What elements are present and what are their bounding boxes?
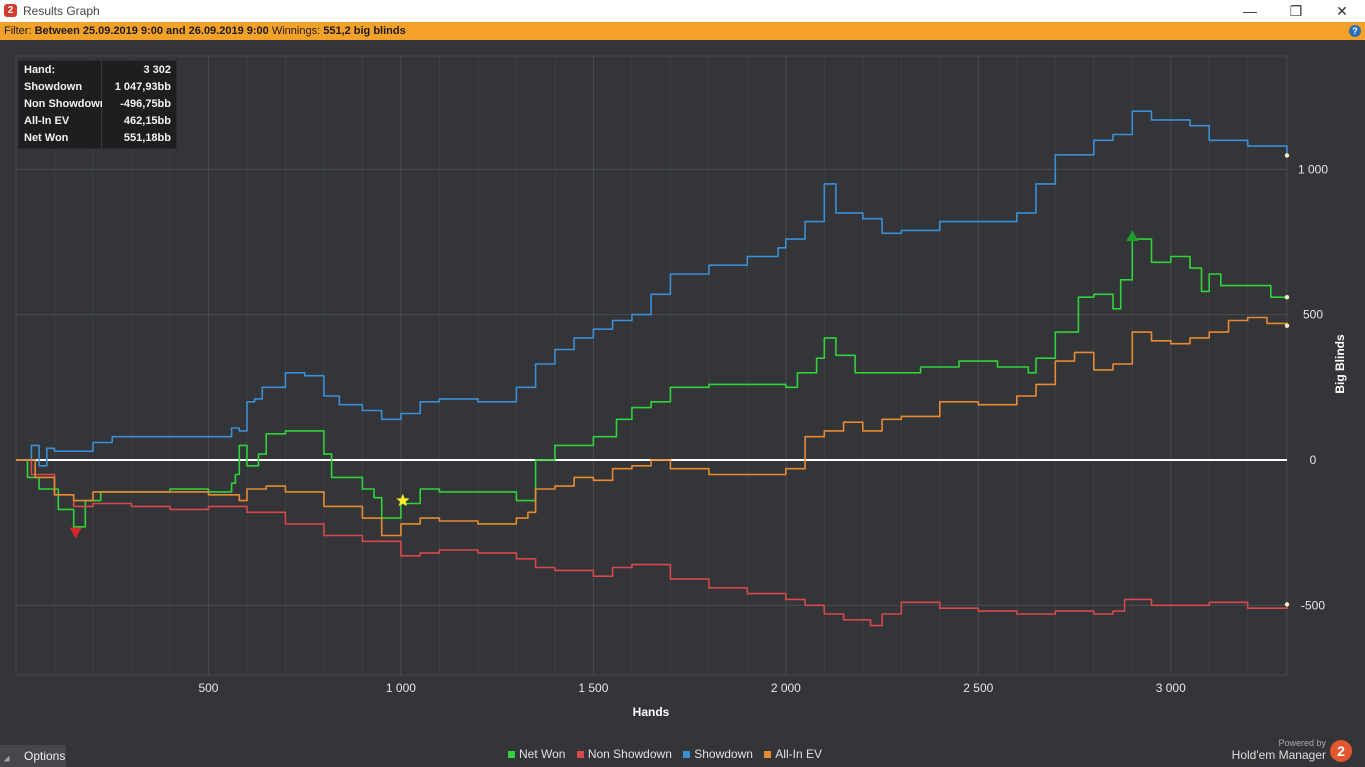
series-line-non-showdown: [16, 459, 1288, 627]
stats-row: Hand: 3 302: [19, 62, 176, 79]
star-marker: [396, 493, 410, 507]
stats-row: Non Showdown -496,75bb: [19, 96, 176, 113]
title-bar: 2 Results Graph — ❐ ✕: [0, 0, 1365, 22]
legend-item-showdown[interactable]: Showdown: [683, 747, 753, 761]
x-tick-label: 1 000: [386, 681, 416, 695]
stats-row: Net Won 551,18bb: [19, 130, 176, 147]
legend-item-all-in-ev[interactable]: All-In EV: [764, 747, 822, 761]
x-tick-label: 2 000: [771, 681, 801, 695]
stats-divider: [101, 61, 102, 148]
series-end-point: [1284, 153, 1290, 158]
stats-row: All-In EV 462,15bb: [19, 113, 176, 130]
legend-label: Net Won: [519, 747, 566, 761]
y-tick-label: 500: [1303, 308, 1323, 322]
expand-arrow-icon: [3, 755, 13, 765]
minimize-button[interactable]: —: [1243, 3, 1257, 19]
legend-swatch: [764, 751, 772, 759]
stats-label: Net Won: [24, 132, 69, 144]
filter-label: Filter:: [4, 25, 32, 37]
options-button[interactable]: Options: [0, 745, 66, 767]
options-label: Options: [24, 749, 66, 763]
filter-value: Between 25.09.2019 9:00 and 26.09.2019 9…: [34, 25, 269, 37]
legend-label: Showdown: [694, 747, 753, 761]
close-button[interactable]: ✕: [1336, 3, 1348, 19]
filter-text: Filter: Between 25.09.2019 9:00 and 26.0…: [4, 22, 406, 40]
window-title: Results Graph: [23, 4, 100, 18]
maximize-button[interactable]: ❐: [1289, 3, 1303, 19]
winnings-label: Winnings:: [271, 25, 321, 37]
y-axis-label: Big Blinds: [1333, 334, 1347, 394]
stats-row: Showdown 1 047,93bb: [19, 79, 176, 96]
results-graph: 500 1 000 1 500 2 000 2 500 3 000 1 000 500 0 -50…: [15, 55, 1328, 695]
chart-legend: Net Won Non Showdown Showdown All-In EV: [508, 747, 830, 763]
stats-value: -496,75bb: [120, 98, 171, 110]
legend-label: All-In EV: [775, 747, 822, 761]
max-marker: [1126, 230, 1139, 242]
legend-swatch: [683, 751, 691, 759]
stats-value: 462,15bb: [123, 115, 171, 127]
legend-item-non-showdown[interactable]: Non Showdown: [576, 747, 672, 761]
x-tick-label: 2 500: [963, 681, 993, 695]
app-logo-icon: 2: [4, 4, 17, 17]
series-line-net-won: [16, 238, 1287, 528]
y-tick-label: -500: [1301, 598, 1325, 612]
series-line-showdown: [16, 110, 1288, 467]
stats-label: All-In EV: [24, 115, 70, 127]
series-end-point: [1284, 602, 1290, 607]
stats-value: 3 302: [143, 64, 171, 76]
series-end-point: [1284, 295, 1290, 300]
stats-label: Showdown: [24, 81, 83, 93]
y-tick-label: 1 000: [1298, 162, 1328, 176]
hm2-logo-icon: 2: [1330, 740, 1352, 762]
stats-tooltip: Hand: 3 302 Showdown 1 047,93bb Non Show…: [18, 60, 177, 149]
stats-value: 1 047,93bb: [114, 81, 171, 93]
stats-value: 551,18bb: [123, 132, 171, 144]
stats-label: Hand:: [24, 64, 56, 76]
legend-swatch: [508, 751, 515, 759]
brand-name: Hold'em Manager: [1231, 748, 1326, 762]
legend-label: Non Showdown: [587, 747, 672, 761]
series-line-all-in-ev: [16, 316, 1288, 537]
series-end-point: [1284, 323, 1290, 328]
powered-by-text: Powered by: [1278, 738, 1326, 748]
x-tick-label: 3 000: [1156, 681, 1186, 695]
x-tick-label: 500: [198, 681, 218, 695]
winnings-value: 551,2 big blinds: [323, 25, 406, 37]
filter-bar: Filter: Between 25.09.2019 9:00 and 26.0…: [0, 22, 1365, 40]
y-tick-label: 0: [1310, 453, 1317, 467]
stats-label: Non Showdown: [24, 98, 102, 110]
x-axis-label: Hands: [632, 705, 670, 719]
brand-block: Powered by Hold'em Manager 2: [1224, 738, 1354, 767]
help-icon[interactable]: ?: [1349, 25, 1361, 37]
x-tick-label: 1 500: [578, 681, 608, 695]
legend-swatch: [576, 751, 584, 759]
legend-item-net-won[interactable]: Net Won: [508, 747, 565, 761]
min-marker: [69, 527, 82, 539]
plot-area: [15, 55, 1288, 676]
